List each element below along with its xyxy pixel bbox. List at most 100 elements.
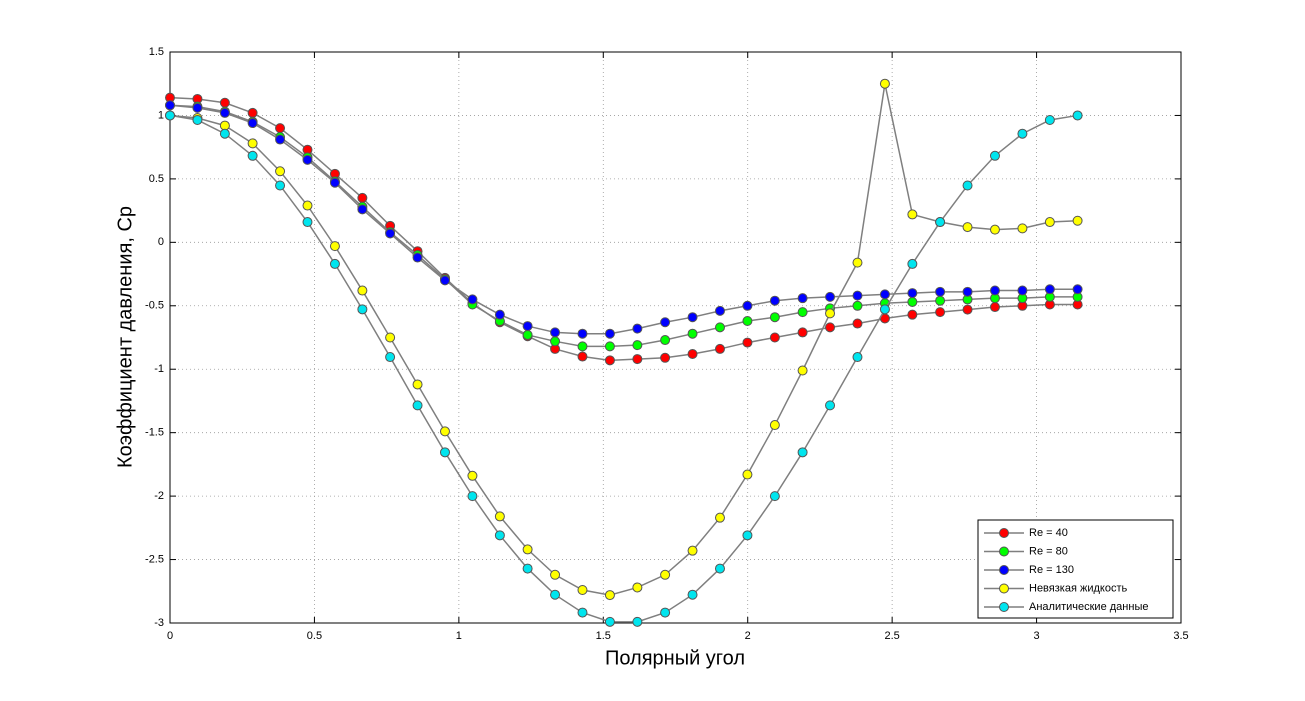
data-point xyxy=(357,285,368,296)
y-tick-label: -3 xyxy=(154,617,164,629)
data-point xyxy=(632,354,643,365)
x-tick-label: 2.5 xyxy=(884,630,899,642)
legend-marker xyxy=(999,528,1009,538)
data-point xyxy=(1072,284,1083,295)
data-point xyxy=(467,491,478,502)
data-point xyxy=(714,322,725,333)
legend-marker xyxy=(999,546,1009,557)
data-point xyxy=(275,180,286,191)
data-point xyxy=(742,469,753,480)
data-point xyxy=(329,177,340,188)
data-point xyxy=(192,115,203,126)
data-point xyxy=(825,400,836,411)
data-point xyxy=(275,134,286,145)
data-point xyxy=(439,426,450,437)
data-point xyxy=(852,352,863,363)
legend-label: Re = 130 xyxy=(1029,564,1074,576)
x-tick-label: 1 xyxy=(456,630,462,642)
data-point xyxy=(467,294,478,305)
data-point xyxy=(797,365,808,376)
data-point xyxy=(412,379,423,390)
data-point xyxy=(577,328,588,339)
y-tick-label: 0.5 xyxy=(149,173,164,185)
data-point xyxy=(742,316,753,327)
legend-label: Невязкая жидкость xyxy=(1029,582,1127,594)
y-tick-label: -2 xyxy=(154,490,164,502)
x-axis-label: Полярный угол xyxy=(605,647,745,669)
y-tick-label: -1 xyxy=(154,363,164,375)
data-point xyxy=(714,512,725,523)
data-point xyxy=(907,296,918,307)
data-point xyxy=(329,241,340,252)
data-point xyxy=(577,585,588,596)
data-point xyxy=(852,318,863,329)
data-point xyxy=(907,258,918,269)
data-point xyxy=(302,217,313,228)
data-point xyxy=(879,289,890,300)
data-point xyxy=(879,78,890,89)
data-point xyxy=(1017,285,1028,296)
data-point xyxy=(219,97,230,108)
legend-label: Re = 80 xyxy=(1029,545,1068,557)
data-point xyxy=(989,302,1000,313)
x-tick-label: 3.5 xyxy=(1173,630,1188,642)
legend-marker xyxy=(999,602,1009,612)
data-point xyxy=(742,530,753,541)
data-point xyxy=(632,340,643,351)
data-point xyxy=(550,589,561,600)
data-point xyxy=(660,335,671,346)
x-tick-label: 1.5 xyxy=(596,630,611,642)
data-point xyxy=(522,544,533,555)
data-point xyxy=(357,304,368,315)
data-point xyxy=(550,336,561,347)
data-point xyxy=(604,328,615,339)
data-point xyxy=(1044,217,1055,228)
data-point xyxy=(1017,223,1028,234)
data-point xyxy=(935,286,946,297)
y-tick-label: -1.5 xyxy=(145,427,164,439)
data-point xyxy=(825,291,836,302)
data-point xyxy=(962,180,973,191)
data-point xyxy=(935,217,946,228)
data-point xyxy=(522,563,533,574)
data-point xyxy=(962,286,973,297)
data-point xyxy=(989,285,1000,296)
data-point xyxy=(412,400,423,411)
series-line xyxy=(169,83,1078,596)
data-point xyxy=(550,327,561,338)
data-point xyxy=(219,128,230,139)
data-point xyxy=(302,200,313,211)
data-point xyxy=(687,312,698,323)
data-point xyxy=(247,138,258,149)
data-point xyxy=(1044,115,1055,126)
data-point xyxy=(385,228,396,239)
data-point xyxy=(687,589,698,600)
series-line xyxy=(169,104,1078,348)
data-point xyxy=(1072,215,1083,226)
data-point xyxy=(329,258,340,269)
x-tick-label: 0.5 xyxy=(307,630,322,642)
data-point xyxy=(769,420,780,431)
series-line xyxy=(169,96,1078,362)
y-tick-label: -2.5 xyxy=(145,553,164,565)
data-point xyxy=(192,102,203,113)
data-point xyxy=(439,447,450,458)
legend-marker xyxy=(999,565,1009,575)
axes-box xyxy=(169,51,1182,624)
data-point xyxy=(769,312,780,323)
data-point xyxy=(825,322,836,333)
y-tick-label: 1 xyxy=(158,109,164,121)
data-point xyxy=(439,275,450,286)
data-point xyxy=(247,150,258,161)
data-point xyxy=(275,123,286,134)
data-point xyxy=(385,352,396,363)
data-point xyxy=(302,154,313,165)
data-point xyxy=(687,545,698,556)
data-point xyxy=(769,295,780,306)
data-point xyxy=(604,341,615,352)
data-point xyxy=(494,530,505,541)
data-point xyxy=(275,166,286,177)
data-point xyxy=(907,209,918,220)
data-point xyxy=(962,304,973,315)
